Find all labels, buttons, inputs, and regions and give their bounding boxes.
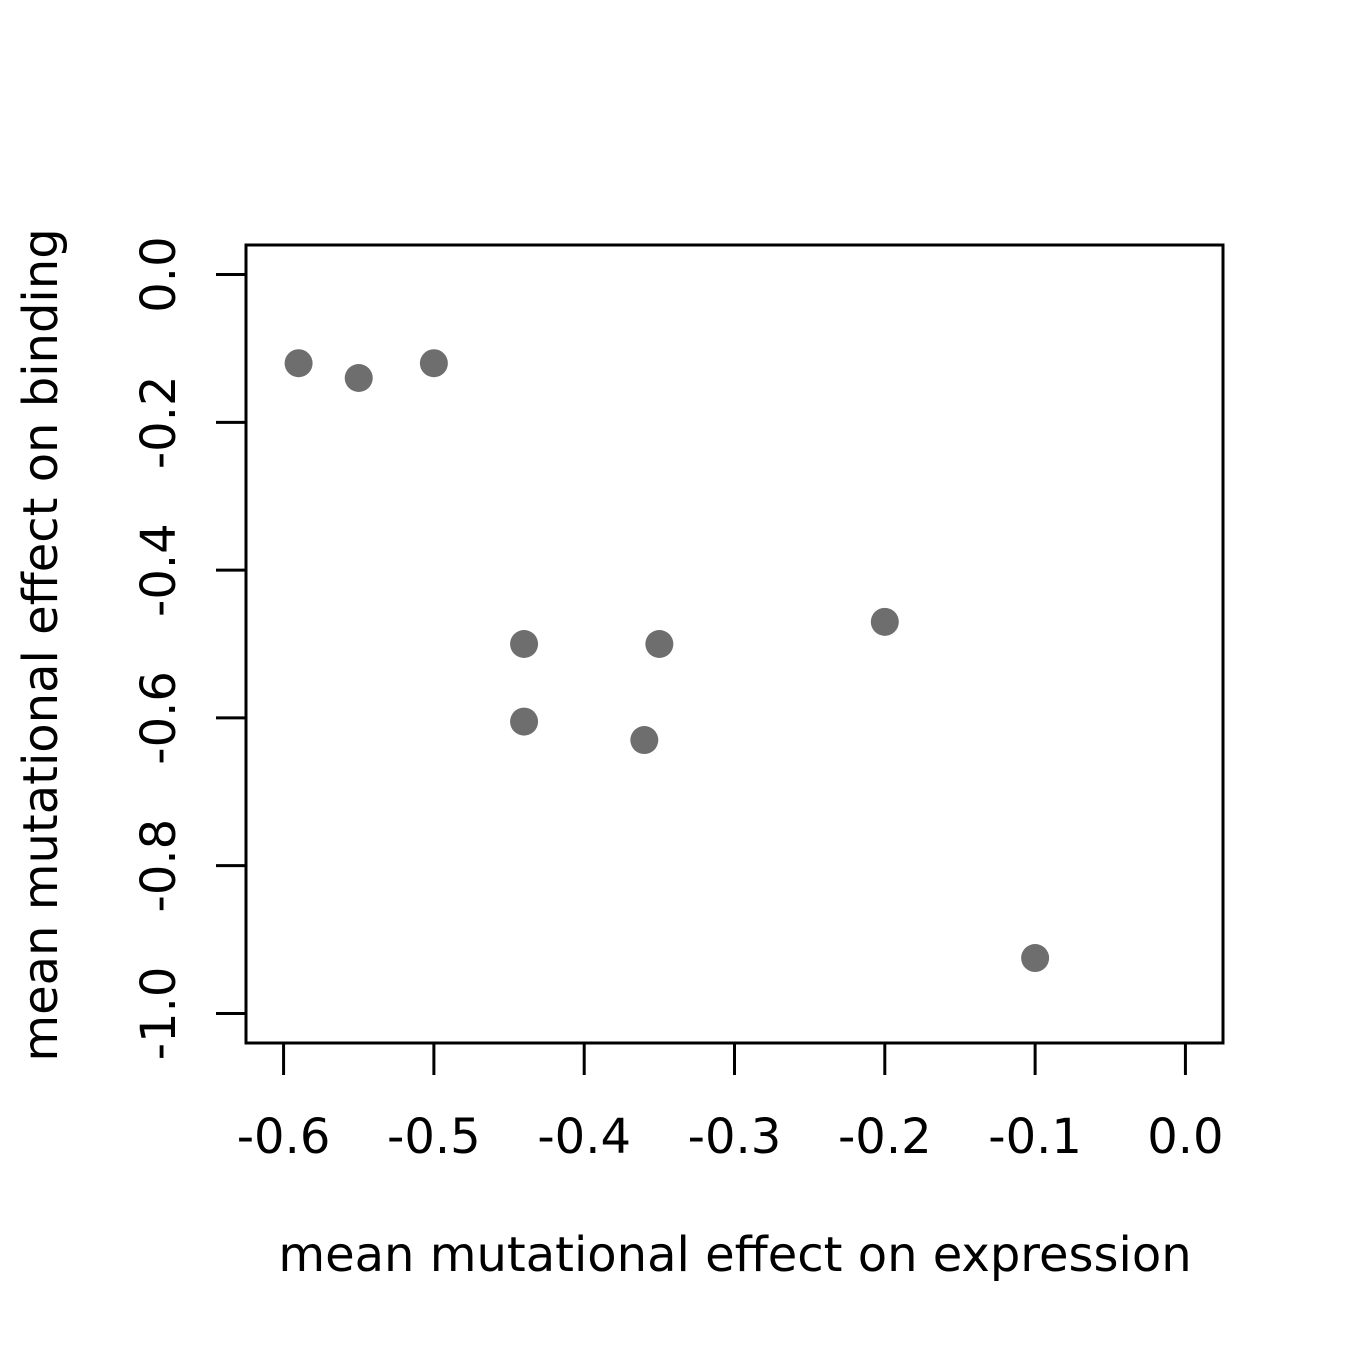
data-point xyxy=(870,607,899,636)
x-tick-label: -0.4 xyxy=(537,1109,631,1165)
data-points xyxy=(284,349,1050,973)
y-axis: 0.0 -0.2 -0.4 -0.6 -0.8 -1.0 xyxy=(131,236,248,1061)
y-tick-label: 0.0 xyxy=(131,236,187,312)
data-point xyxy=(1021,944,1050,973)
data-point xyxy=(344,364,373,392)
x-tick-label: 0.0 xyxy=(1147,1109,1223,1165)
x-tick-label: -0.1 xyxy=(988,1109,1082,1165)
x-axis-title: mean mutational effect on expression xyxy=(278,1227,1191,1283)
data-point xyxy=(284,349,313,378)
data-point xyxy=(645,630,674,658)
x-tick-label: -0.2 xyxy=(838,1109,932,1165)
data-point xyxy=(630,726,659,755)
y-tick-label: -1.0 xyxy=(131,967,187,1061)
data-point xyxy=(510,630,539,658)
y-tick-label: -0.8 xyxy=(131,819,187,913)
x-axis: -0.6 -0.5 -0.4 -0.3 -0.2 -0.1 0.0 xyxy=(237,1041,1224,1165)
y-tick-label: -0.6 xyxy=(131,671,187,765)
y-tick-label: -0.2 xyxy=(131,376,187,470)
data-point xyxy=(510,707,539,736)
x-tick-label: -0.6 xyxy=(237,1109,331,1165)
y-tick-label: -0.4 xyxy=(131,523,187,617)
x-tick-label: -0.3 xyxy=(688,1109,782,1165)
x-tick-label: -0.5 xyxy=(387,1109,481,1165)
plot-frame xyxy=(244,243,1225,1045)
data-point xyxy=(419,349,448,378)
y-axis-title: mean mutational effect on binding xyxy=(13,228,69,1061)
